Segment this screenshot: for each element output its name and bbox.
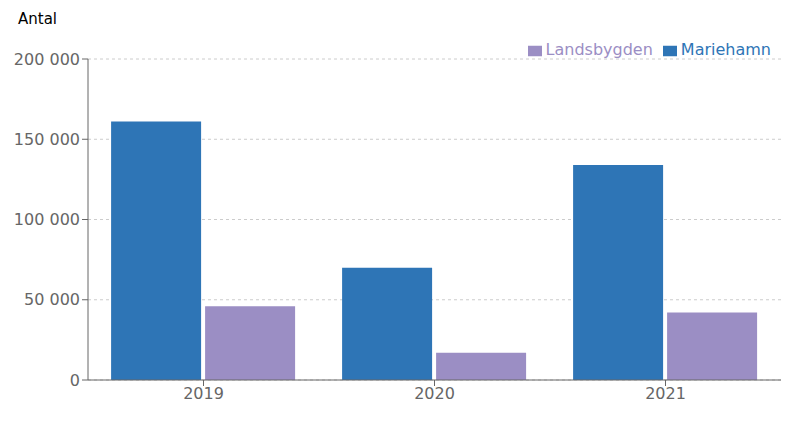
svg-text:2020: 2020 bbox=[414, 384, 455, 403]
html-text:Mariehamn: Mariehamn bbox=[680, 40, 771, 59]
svg-text:50 000: 50 000 bbox=[24, 290, 80, 309]
svg-text:100 000: 100 000 bbox=[14, 210, 80, 229]
svg-text:150 000: 150 000 bbox=[14, 130, 80, 149]
svg-text:2021: 2021 bbox=[645, 384, 686, 403]
svg-text:2019: 2019 bbox=[183, 384, 224, 403]
html-text:Landsbygden: Landsbygden bbox=[545, 40, 653, 59]
svg-text:200 000: 200 000 bbox=[14, 50, 80, 69]
html-text:Antal: Antal bbox=[18, 10, 57, 28]
svg-text:0: 0 bbox=[70, 371, 80, 390]
